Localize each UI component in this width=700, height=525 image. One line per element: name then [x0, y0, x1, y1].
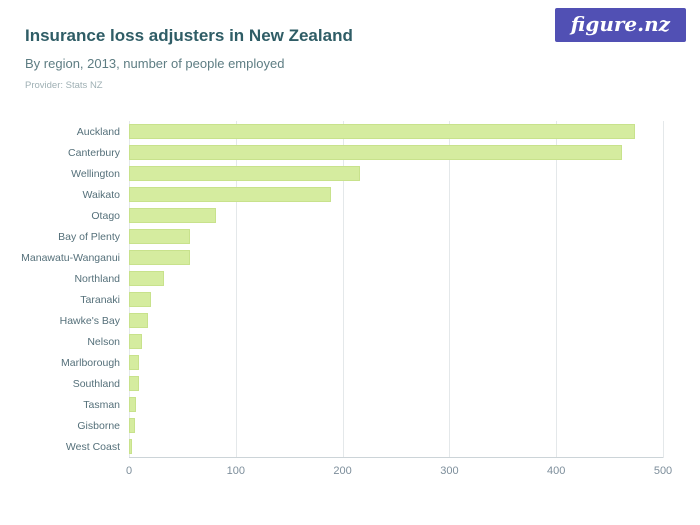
- bar-row: Waikato: [0, 184, 700, 205]
- bar-track: [129, 166, 663, 181]
- bar: [129, 418, 136, 433]
- bar-row: Bay of Plenty: [0, 226, 700, 247]
- gridline: [663, 121, 664, 458]
- figure-nz-logo-text: figure.nz: [570, 12, 670, 36]
- bar-label: Marlborough: [61, 356, 120, 369]
- bar-label: Hawke's Bay: [59, 314, 120, 327]
- bar-track: [129, 292, 663, 307]
- bar: [129, 271, 165, 286]
- x-tick-label: 0: [125, 465, 133, 477]
- bar-row: Northland: [0, 268, 700, 289]
- bar-label: West Coast: [65, 440, 120, 453]
- bar: [129, 439, 133, 454]
- bar-row: Manawatu-Wanganui: [0, 247, 700, 268]
- x-tick-label: 100: [226, 465, 245, 477]
- bar-track: [129, 271, 663, 286]
- bar-label: Southland: [72, 377, 120, 390]
- bar-track: [129, 145, 663, 160]
- x-tick-label: 200: [333, 465, 352, 477]
- x-axis: 0 100 200 300 400 500: [125, 457, 672, 480]
- bar-track: [129, 397, 663, 412]
- bar-row: Tasman: [0, 394, 700, 415]
- bar-label: Manawatu-Wanganui: [21, 251, 120, 264]
- bar-label: Gisborne: [77, 419, 120, 432]
- bar-rows: Auckland Canterbury Wellington Waikato Otago…: [0, 121, 700, 457]
- bar-track: [129, 313, 663, 328]
- bar-row: Southland: [0, 373, 700, 394]
- gridlines: [129, 121, 664, 458]
- bar-track: [129, 439, 663, 454]
- bar-label: Wellington: [71, 167, 120, 180]
- figure-nz-logo[interactable]: figure.nz: [554, 8, 686, 42]
- bar-track: [129, 229, 663, 244]
- bar-row: Otago: [0, 205, 700, 226]
- bar-row: Hawke's Bay: [0, 310, 700, 331]
- gridline: [556, 121, 558, 458]
- bar: [129, 250, 190, 265]
- bar-label: Taranaki: [80, 293, 120, 306]
- bar-label: Otago: [91, 209, 120, 222]
- x-tick-label: 300: [440, 465, 459, 477]
- bar: [129, 397, 137, 412]
- x-tick-label: 500: [653, 465, 673, 477]
- bar: [129, 292, 152, 307]
- bar: [129, 145, 623, 160]
- bar-label: Auckland: [76, 125, 120, 138]
- bar-row: Taranaki: [0, 289, 700, 310]
- bar-chart: Auckland Canterbury Wellington Waikato Otago…: [0, 121, 700, 480]
- bar: [129, 208, 216, 223]
- bar-track: [129, 208, 663, 223]
- bar-track: [129, 334, 663, 349]
- bar-track: [129, 187, 663, 202]
- gridline: [342, 121, 344, 458]
- gridline: [449, 121, 451, 458]
- bar-label: Northland: [74, 272, 120, 285]
- bar: [129, 313, 149, 328]
- bar: [129, 229, 190, 244]
- x-tick-label: 400: [547, 465, 566, 477]
- bar-track: [129, 355, 663, 370]
- bar: [129, 166, 360, 181]
- bar-row: West Coast: [0, 436, 700, 457]
- bar-row: Marlborough: [0, 352, 700, 373]
- bar-row: Gisborne: [0, 415, 700, 436]
- gridline: [235, 121, 237, 458]
- page-title: Insurance loss adjusters in New Zealand: [25, 26, 353, 45]
- bar: [129, 376, 139, 391]
- chart-header: Insurance loss adjusters in New Zealand …: [0, 0, 700, 91]
- bar: [129, 334, 142, 349]
- bar-row: Nelson: [0, 331, 700, 352]
- bar-track: [129, 418, 663, 433]
- gridline: [129, 121, 130, 458]
- bar-label: Tasman: [83, 398, 120, 411]
- bar: [129, 124, 636, 139]
- bar-label: Nelson: [87, 335, 120, 348]
- bar-row: Auckland: [0, 121, 700, 142]
- bar: [129, 355, 139, 370]
- bar: [129, 187, 331, 202]
- bar-row: Wellington: [0, 163, 700, 184]
- bar-track: [129, 250, 663, 265]
- bar-label: Canterbury: [68, 146, 120, 159]
- bar-track: [129, 124, 663, 139]
- bar-label: Waikato: [82, 188, 120, 201]
- provider-note: Provider: Stats NZ: [25, 80, 103, 91]
- page-subtitle: By region, 2013, number of people employ…: [25, 56, 285, 71]
- bar-row: Canterbury: [0, 142, 700, 163]
- bar-track: [129, 376, 663, 391]
- bar-label: Bay of Plenty: [58, 230, 120, 243]
